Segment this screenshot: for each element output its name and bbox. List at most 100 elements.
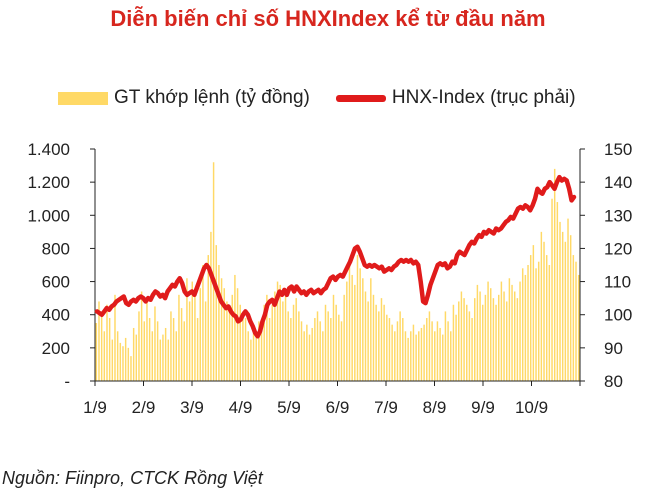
bar — [535, 268, 537, 381]
left-tick-label: - — [64, 372, 70, 391]
bar — [418, 331, 420, 381]
bar — [218, 265, 220, 381]
plot-area: - 200 400 600 800 1.000 1.200 1.400 80 90 100 110 12… — [27, 140, 632, 417]
bar — [505, 301, 508, 381]
right-tick-label: 150 — [604, 140, 632, 159]
bar — [564, 241, 567, 381]
bar — [196, 318, 199, 381]
bar — [545, 255, 548, 381]
bar — [444, 311, 447, 381]
bar — [490, 288, 492, 381]
bar — [180, 308, 183, 381]
right-tick-label: 80 — [604, 372, 623, 391]
left-tick-label: 1.400 — [27, 140, 70, 159]
bar — [423, 324, 425, 381]
bar — [511, 284, 513, 381]
bar — [426, 318, 428, 381]
bar — [367, 301, 369, 381]
bar — [220, 278, 223, 381]
bar — [164, 327, 167, 381]
left-tick-label: 1.000 — [27, 206, 70, 225]
bar — [162, 334, 164, 381]
bar — [394, 331, 396, 381]
bar — [172, 318, 175, 381]
bar — [124, 337, 127, 381]
bar — [463, 298, 465, 381]
bar — [100, 311, 103, 381]
bar — [298, 311, 300, 381]
bar — [130, 356, 132, 381]
legend-item-line: HNX-Index (trục phải) — [335, 87, 576, 109]
left-tick-label: 400 — [42, 306, 70, 325]
hnx-index-line — [94, 174, 577, 339]
bar — [439, 327, 441, 381]
bar — [458, 301, 460, 381]
bar — [324, 304, 327, 381]
bar — [127, 347, 130, 381]
bar — [154, 306, 156, 381]
bar — [252, 327, 255, 381]
bar — [178, 294, 180, 381]
bar — [122, 346, 124, 381]
bar — [202, 265, 204, 381]
bar — [231, 294, 233, 381]
bar — [116, 331, 119, 381]
bar — [516, 298, 519, 381]
bar — [108, 318, 111, 381]
bar — [276, 281, 279, 381]
legend-swatch-line — [335, 94, 386, 102]
left-tick-label: 800 — [42, 239, 70, 258]
bar — [111, 339, 114, 381]
bar — [303, 331, 305, 381]
source-note: Nguồn: Fiinpro, CTCK Rồng Việt — [2, 468, 263, 488]
bar — [167, 339, 170, 381]
bar — [412, 324, 415, 381]
bar — [95, 323, 98, 381]
bar — [236, 288, 239, 381]
bar — [103, 331, 106, 381]
bar — [188, 301, 191, 381]
bar — [138, 311, 140, 381]
bar — [364, 291, 367, 381]
bar — [537, 261, 540, 381]
bar — [386, 314, 388, 381]
legend-label-line: HNX-Index (trục phải) — [391, 87, 576, 108]
bar — [362, 278, 364, 381]
bar — [561, 231, 564, 381]
x-tick-label: 3/9 — [180, 398, 204, 417]
x-tick-label: 8/9 — [423, 398, 447, 417]
bar — [260, 331, 263, 381]
x-tick-label: 7/9 — [374, 398, 398, 417]
bar — [447, 321, 449, 381]
bar — [186, 278, 188, 381]
bar — [271, 304, 273, 381]
bar — [503, 291, 505, 381]
bar — [223, 288, 225, 381]
bar — [255, 334, 257, 381]
bar — [151, 331, 154, 381]
bar — [551, 198, 553, 381]
right-tick-label: 90 — [604, 339, 623, 358]
bar — [399, 311, 401, 381]
bar — [577, 274, 580, 381]
bar — [143, 321, 146, 381]
bar — [524, 274, 527, 381]
bar — [513, 291, 516, 381]
bar — [476, 284, 479, 381]
right-tick-label: 100 — [604, 306, 632, 325]
bar — [199, 288, 201, 381]
bar — [306, 324, 308, 381]
legend: GT khớp lệnh (tỷ đồng) HNX-Index (trục p… — [58, 86, 576, 110]
bar — [300, 321, 303, 381]
bar — [354, 284, 356, 381]
bar — [479, 291, 481, 381]
bar — [359, 268, 361, 381]
bar — [175, 331, 178, 381]
bar — [292, 304, 295, 381]
bar — [170, 311, 172, 381]
bar — [527, 265, 529, 381]
bar — [402, 318, 404, 381]
bar — [492, 298, 495, 381]
bar — [279, 284, 281, 381]
bar — [508, 278, 511, 381]
